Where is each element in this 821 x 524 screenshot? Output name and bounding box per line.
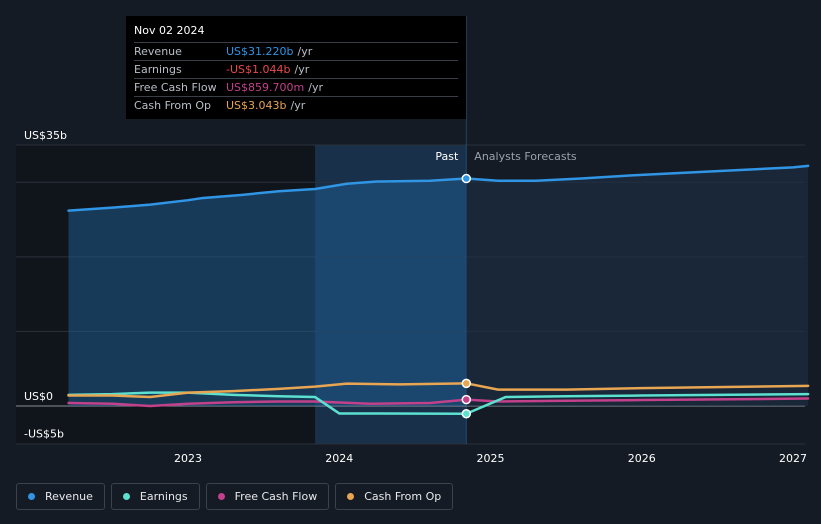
tooltip-row-free-cash-flow: Free Cash Flow US$859.700m /yr [134, 79, 458, 97]
series-line-free-cash-flow [67, 397, 810, 408]
legend-dot-icon [347, 493, 355, 500]
tooltip-value: US$3.043b [226, 99, 287, 112]
tooltip-label: Cash From Op [134, 99, 212, 112]
past-label: Past [435, 150, 459, 163]
tooltip-markers [461, 173, 472, 419]
tooltip-label: Earnings [134, 63, 182, 76]
series-line-cash-from-op [67, 382, 810, 399]
marker-earnings [461, 409, 472, 419]
legend-label: Free Cash Flow [234, 490, 318, 503]
tooltip: Nov 02 2024 Revenue US$31.220b /yr Earni… [126, 16, 466, 119]
axis-labels: US$35b US$0 -US$5b 2023 2024 2025 2026 2027 Past… [24, 129, 807, 465]
tooltip-date: Nov 02 2024 [134, 24, 458, 43]
y-tick-label: US$0 [24, 390, 53, 403]
tooltip-unit: /yr [308, 81, 323, 94]
legend-item-free-cash-flow[interactable]: Free Cash Flow [205, 483, 330, 510]
tooltip-row-earnings: Earnings -US$1.044b /yr [134, 61, 458, 79]
tooltip-row-revenue: Revenue US$31.220b /yr [134, 43, 458, 61]
tooltip-unit: /yr [294, 63, 310, 76]
tooltip-value: -US$1.044b [226, 63, 291, 76]
tooltip-unit: /yr [297, 45, 313, 58]
legend-item-revenue[interactable]: Revenue [16, 483, 105, 510]
legend-label: Earnings [139, 490, 188, 503]
legend-label: Cash From Op [364, 490, 442, 503]
revenue-area [68, 165, 809, 406]
tooltip-label: Free Cash Flow [134, 81, 217, 94]
x-tick-label: 2024 [325, 452, 353, 465]
x-tick-label: 2023 [174, 452, 202, 465]
tooltip-value: US$859.700m [226, 81, 305, 94]
legend-item-cash-from-op[interactable]: Cash From Op [335, 483, 454, 510]
series-line-earnings [67, 391, 810, 416]
revenue-area-fill [68, 178, 467, 406]
x-tick-label: 2025 [477, 452, 505, 465]
tooltip-unit: /yr [290, 99, 306, 112]
x-tick-label: 2027 [779, 452, 807, 465]
series-line-revenue [67, 164, 810, 212]
marker-revenue [461, 173, 472, 184]
forecast-label: Analysts Forecasts [474, 150, 577, 163]
legend-label: Revenue [45, 490, 93, 503]
tooltip-row-cash-from-op: Cash From Op US$3.043b /yr [134, 97, 458, 114]
tooltip-value: US$31.220b [226, 45, 294, 58]
marker-free-cash-flow [461, 394, 472, 405]
y-tick-label: -US$5b [24, 427, 64, 440]
legend-dot-icon [217, 493, 225, 500]
legend-dot-icon [122, 493, 130, 500]
legend: Revenue Earnings Free Cash Flow Cash Fro… [16, 483, 454, 510]
x-tick-label: 2026 [628, 452, 656, 465]
y-tick-label: US$35b [24, 129, 67, 142]
tooltip-label: Revenue [134, 45, 182, 58]
marker-cash-from-op [461, 378, 472, 389]
legend-dot-icon [28, 493, 35, 500]
legend-item-earnings[interactable]: Earnings [110, 483, 200, 510]
revenue-forecast-area-fill [466, 165, 809, 406]
series-lines [67, 164, 810, 416]
